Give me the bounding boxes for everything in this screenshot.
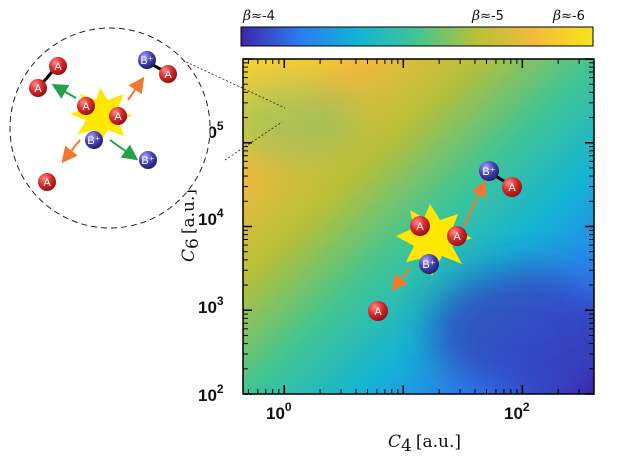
plot-atom-b-center: B⁺ xyxy=(419,254,439,274)
inset-atom-a-5: A xyxy=(109,107,127,125)
svg-text:A: A xyxy=(164,69,172,81)
svg-text:B⁺: B⁺ xyxy=(87,135,100,147)
heatmap-cool-region xyxy=(430,270,594,390)
inset-atom-a-1: A xyxy=(29,79,47,97)
colorbar-label-mid: β≈-5 xyxy=(471,8,504,24)
svg-text:A: A xyxy=(43,177,51,189)
inset-atom-a-3: A xyxy=(159,65,177,83)
svg-text:B⁺: B⁺ xyxy=(422,259,435,271)
plot-arrow-orange-up xyxy=(463,180,487,227)
x-axis-title: C4 [a.u.] xyxy=(388,432,461,456)
plot-atom-a-bottom: A xyxy=(368,301,388,321)
svg-text:B⁺: B⁺ xyxy=(140,55,153,67)
y-tick-label-1e4: 104 xyxy=(198,206,224,229)
svg-text:A: A xyxy=(34,83,42,95)
inset-atom-a-2: A xyxy=(49,57,67,75)
colorbar-label-low: β≈-4 xyxy=(242,8,275,24)
x-tick-label-1e0: 100 xyxy=(266,400,292,423)
inset-arrow-orange-left xyxy=(61,139,81,164)
y-tick-label-1e2: 102 xyxy=(198,382,224,405)
svg-text:A: A xyxy=(508,182,516,194)
inset-atom-b-2: B⁺ xyxy=(85,131,103,149)
svg-text:A: A xyxy=(374,306,382,318)
zoom-line-bottom xyxy=(224,121,283,161)
heatmap-area xyxy=(243,59,594,394)
plot-atom-b-top: B⁺ xyxy=(479,161,499,181)
y-tick-label-1e3: 103 xyxy=(198,294,224,317)
inset-diagram: A A B⁺ A A A B⁺ A xyxy=(9,27,211,229)
inset-atom-b-3: B⁺ xyxy=(139,151,157,169)
heatmap-warm-band xyxy=(243,80,360,160)
y-axis-title: C6[a.u.] xyxy=(179,189,203,262)
x-tick-labels: 100 102 xyxy=(266,400,530,423)
svg-text:A: A xyxy=(416,221,424,233)
inset-arrow-orange-right xyxy=(127,76,145,101)
axis-ticks xyxy=(243,58,595,395)
plot-arrow-orange-down xyxy=(391,267,411,292)
plot-overlay-diagram: B⁺ A A A B⁺ A xyxy=(368,161,522,321)
plot-atom-a-left: A xyxy=(410,216,430,236)
inset-arrow-green-right xyxy=(109,139,139,161)
inset-atom-b-1: B⁺ xyxy=(138,51,156,69)
svg-text:A: A xyxy=(114,111,122,123)
svg-text:B⁺: B⁺ xyxy=(482,166,495,178)
inset-atom-a-4: A xyxy=(77,97,95,115)
inset-arrow-green-left xyxy=(51,84,77,99)
svg-text:A: A xyxy=(453,231,461,243)
colorbar-label-high: β≈-6 xyxy=(552,8,585,24)
svg-text:B⁺: B⁺ xyxy=(141,155,154,167)
plot-atom-a-right: A xyxy=(447,226,467,246)
inset-atom-a-6: A xyxy=(38,173,56,191)
svg-text:A: A xyxy=(54,61,62,73)
colorbar: β≈-4 β≈-5 β≈-6 xyxy=(240,8,594,47)
colorbar-gradient xyxy=(240,26,594,47)
plot-atom-a-top: A xyxy=(502,177,522,197)
svg-text:A: A xyxy=(82,101,90,113)
x-tick-label-1e2: 102 xyxy=(504,400,530,423)
